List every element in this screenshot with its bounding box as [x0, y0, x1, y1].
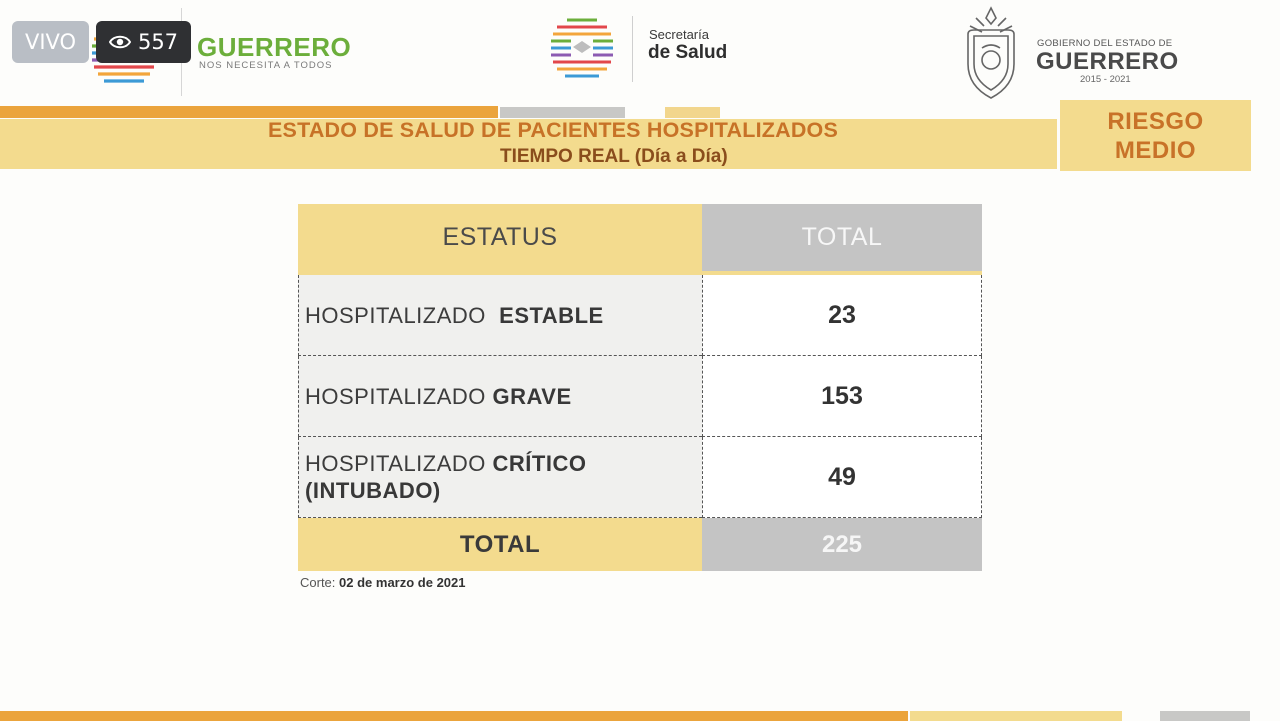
- table-row: HOSPITALIZADO CRÍTICO (INTUBADO) 49: [298, 437, 982, 518]
- row-label-bold-secondary: (INTUBADO): [305, 478, 441, 503]
- total-label: TOTAL: [298, 518, 702, 571]
- row-label-bold: CRÍTICO: [492, 451, 587, 476]
- accent-bar: [500, 107, 625, 118]
- row-label: HOSPITALIZADO CRÍTICO (INTUBADO): [298, 437, 702, 518]
- accent-bar: [665, 107, 720, 118]
- row-value: 23: [702, 275, 982, 356]
- salud-logo: [551, 18, 613, 78]
- row-value: 49: [702, 437, 982, 518]
- title-banner: [0, 119, 1057, 169]
- table-row: HOSPITALIZADO GRAVE 153: [298, 356, 982, 437]
- gobierno-state-name: GUERRERO: [1036, 48, 1179, 75]
- column-header-total: TOTAL: [702, 204, 982, 271]
- row-label: HOSPITALIZADO ESTABLE: [298, 275, 702, 356]
- guerrero-tagline: NOS NECESITA A TODOS: [199, 60, 333, 71]
- table-row: HOSPITALIZADO ESTABLE 23: [298, 275, 982, 356]
- accent-bar: [1160, 711, 1250, 721]
- row-value: 153: [702, 356, 982, 437]
- viewer-count-badge: 557: [96, 21, 191, 63]
- row-label-bold: GRAVE: [492, 383, 572, 409]
- row-label-light: HOSPITALIZADO: [305, 302, 493, 328]
- total-value: 225: [702, 518, 982, 571]
- secretaria-label: Secretaría: [649, 27, 709, 42]
- viewer-count: 557: [137, 30, 179, 54]
- header-divider: [632, 16, 633, 82]
- risk-line-1: RIESGO: [1107, 107, 1204, 135]
- guerrero-brand: GUERRERO: [197, 32, 352, 62]
- table-total-row: TOTAL 225: [298, 518, 982, 571]
- state-seal-icon: [967, 6, 1015, 99]
- cutoff-date: 02 de marzo de 2021: [339, 575, 466, 590]
- row-label: HOSPITALIZADO GRAVE: [298, 356, 702, 437]
- cutoff-prefix: Corte:: [300, 575, 336, 590]
- gobierno-label: GOBIERNO DEL ESTADO DE: [1037, 38, 1173, 49]
- table-header-row: ESTATUS TOTAL: [298, 204, 982, 271]
- accent-bar: [0, 106, 498, 118]
- page-subtitle: TIEMPO REAL (Día a Día): [500, 146, 728, 167]
- gobierno-years: 2015 - 2021: [1080, 74, 1131, 85]
- hospitalized-status-table: ESTATUS TOTAL HOSPITALIZADO ESTABLE 23 H…: [298, 204, 982, 571]
- column-header-status: ESTATUS: [298, 204, 702, 271]
- page-title: ESTADO DE SALUD DE PACIENTES HOSPITALIZA…: [268, 118, 839, 142]
- accent-bar: [910, 711, 1122, 721]
- accent-bar: [0, 711, 908, 721]
- de-salud-label: de Salud: [648, 42, 728, 63]
- live-badge: VIVO: [12, 21, 89, 63]
- row-label-bold: ESTABLE: [499, 302, 604, 328]
- risk-line-2: MEDIO: [1114, 136, 1197, 164]
- cutoff-note: Corte: 02 de marzo de 2021: [300, 575, 466, 590]
- row-label-light: HOSPITALIZADO: [305, 451, 493, 476]
- header-divider-strip: [298, 271, 982, 275]
- row-label-light: HOSPITALIZADO: [305, 383, 493, 409]
- eye-icon: [108, 35, 131, 49]
- risk-level-badge: RIESGO MEDIO: [1060, 100, 1251, 171]
